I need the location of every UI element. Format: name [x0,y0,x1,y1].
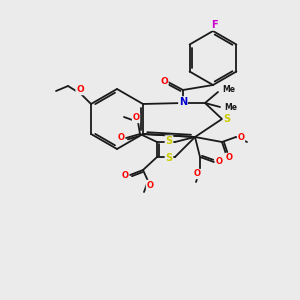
Text: O: O [160,76,168,85]
Text: Me: Me [224,103,237,112]
Text: O: O [76,85,84,94]
Text: O: O [133,113,140,122]
Text: S: S [165,153,172,163]
Text: O: O [146,181,154,190]
Text: O: O [238,133,244,142]
Text: F: F [211,20,217,30]
Text: S: S [224,114,231,124]
Text: O: O [118,133,124,142]
Text: S: S [165,136,172,146]
Text: N: N [179,97,187,107]
Text: O: O [122,170,128,179]
Text: Me: Me [222,85,235,94]
Text: O: O [226,154,232,163]
Text: O: O [194,169,200,178]
Text: O: O [215,158,223,166]
